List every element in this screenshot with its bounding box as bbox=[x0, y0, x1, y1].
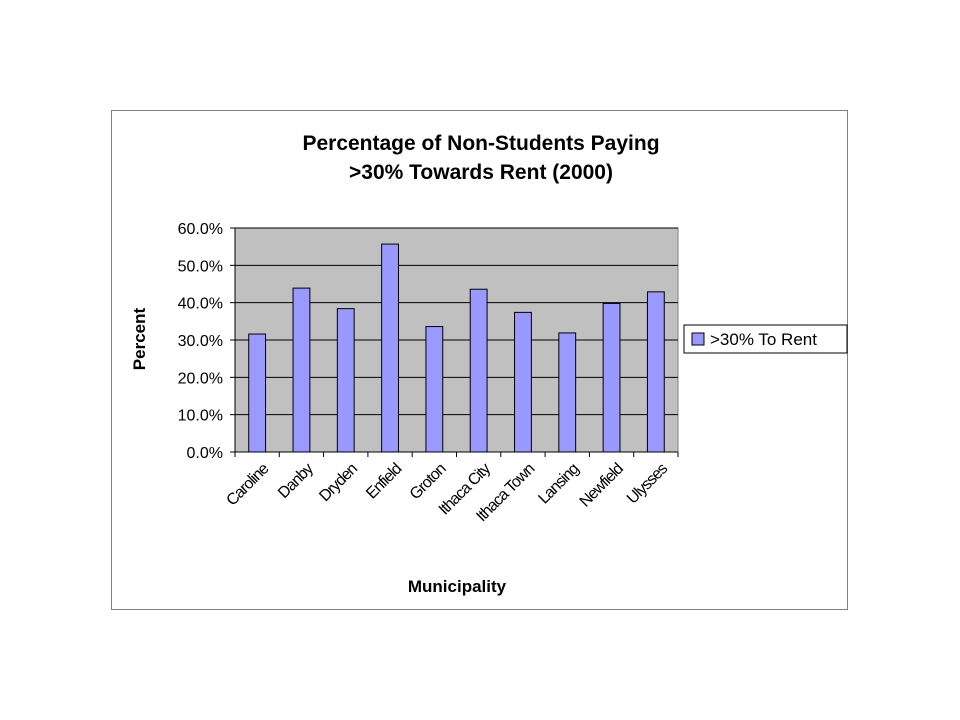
chart-svg: Percentage of Non-Students Paying >30% T… bbox=[130, 132, 848, 596]
x-tick-label: Caroline bbox=[223, 460, 272, 509]
chart-title-line-2: >30% Towards Rent (2000) bbox=[349, 161, 613, 184]
legend-box bbox=[683, 324, 848, 354]
y-tick-label: 20.0% bbox=[178, 370, 223, 387]
legend: >30% To Rent bbox=[683, 324, 848, 354]
x-axis-title: Municipality bbox=[408, 577, 507, 596]
x-tick-label: Newfield bbox=[577, 461, 627, 511]
y-tick-label: 40.0% bbox=[178, 296, 223, 313]
bar bbox=[425, 326, 444, 453]
bar bbox=[292, 287, 311, 453]
plot-area: 0.0% 10.0% 20.0% 30.0% 40.0% 50.0% 60.0% Caroli… bbox=[178, 221, 679, 525]
bar bbox=[646, 291, 665, 453]
x-tick-label: Ulysses bbox=[624, 460, 671, 507]
bar bbox=[558, 332, 577, 453]
x-tick-label: Enfield bbox=[363, 461, 405, 503]
bar bbox=[602, 302, 621, 453]
bar bbox=[469, 288, 488, 453]
y-tick-label: 0.0% bbox=[187, 445, 223, 462]
x-tick-label: Lansing bbox=[535, 461, 582, 508]
x-tick-label: Danby bbox=[275, 460, 317, 502]
y-axis-title: Percent bbox=[130, 307, 149, 370]
y-tick-label: 50.0% bbox=[178, 258, 223, 275]
x-tick-label: Dryden bbox=[316, 461, 360, 505]
bar bbox=[381, 243, 399, 453]
legend-label: >30% To Rent bbox=[710, 330, 817, 349]
chart-frame: Percentage of Non-Students Paying >30% T… bbox=[111, 110, 848, 610]
y-tick-label: 30.0% bbox=[178, 333, 223, 350]
legend-swatch bbox=[691, 332, 705, 346]
y-tick-label: 10.0% bbox=[178, 408, 223, 425]
bar bbox=[248, 333, 267, 453]
y-tick-label: 60.0% bbox=[178, 221, 223, 238]
bar bbox=[336, 308, 355, 453]
x-tick-label: Groton bbox=[407, 461, 449, 503]
bar bbox=[514, 311, 532, 453]
chart-title-line-1: Percentage of Non-Students Paying bbox=[302, 132, 659, 155]
